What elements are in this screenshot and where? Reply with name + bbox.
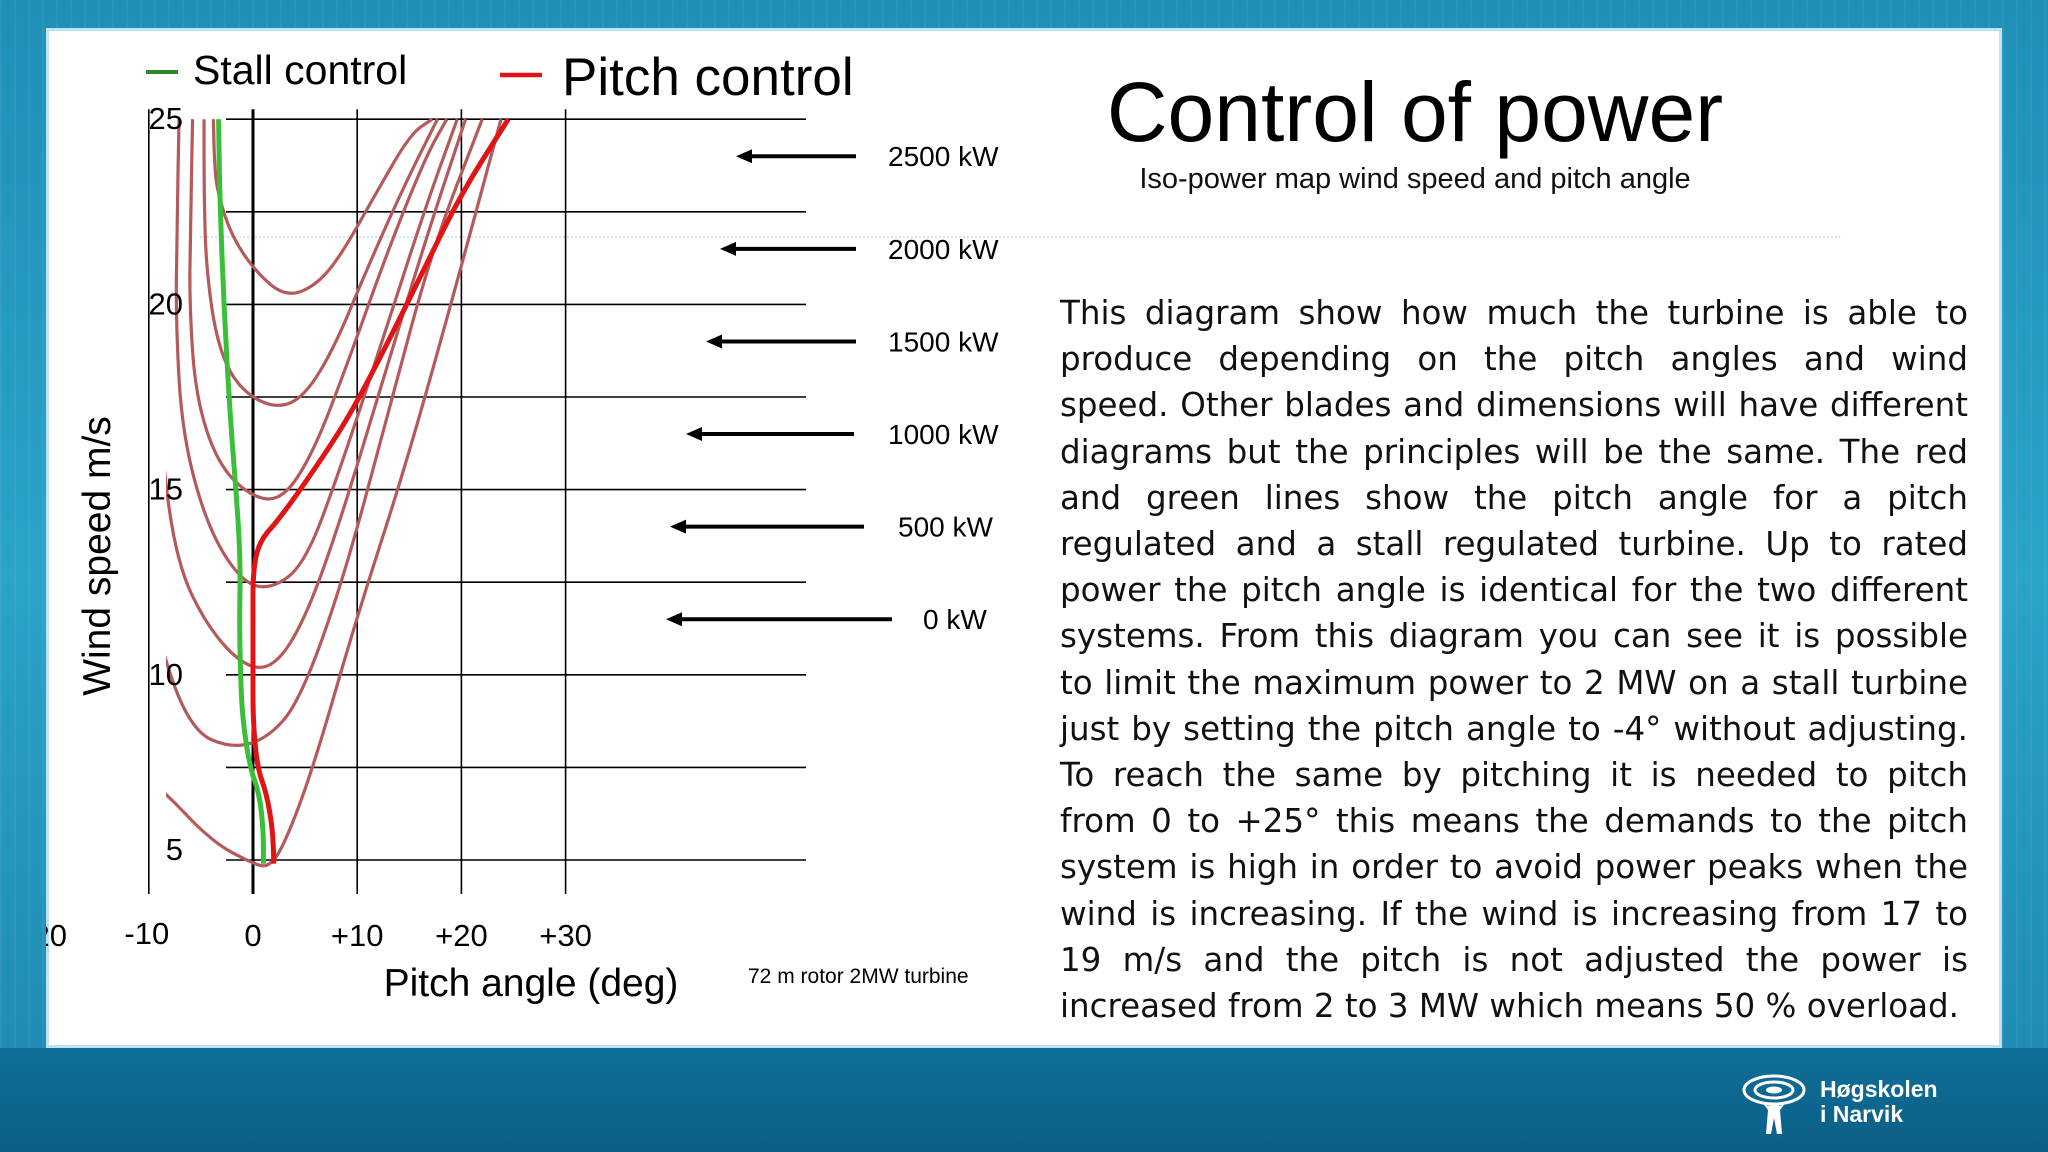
power-label: 2500 kW <box>888 141 999 172</box>
iso-power-curve <box>174 118 459 589</box>
legend-stall-label: Stall control <box>193 47 407 93</box>
arrow-head <box>670 519 686 534</box>
y-tick-label: 10 <box>149 657 183 692</box>
control-lines <box>216 117 511 864</box>
slide-title: Control of power <box>1106 65 1724 159</box>
logo-text: Høgskolen i Narvik <box>1820 1077 1938 1127</box>
x-tick-label: +20 <box>435 918 488 953</box>
arrow-head <box>706 334 722 349</box>
power-label: 1500 kW <box>888 326 999 357</box>
pitch-control-line <box>250 117 511 864</box>
x-tick-label: 0 <box>244 918 261 953</box>
title-divider <box>200 236 1840 238</box>
arrow-head <box>736 149 752 164</box>
iso-power-curve <box>166 118 468 669</box>
iso-power-curve <box>211 117 434 295</box>
logo-line-1: Høgskolen <box>1820 1076 1938 1102</box>
chart-grid <box>148 109 806 894</box>
description-paragraph: This diagram show how much the turbine i… <box>1060 294 1968 1026</box>
arrow-head <box>686 427 702 442</box>
power-arrows <box>666 149 892 627</box>
power-label: 500 kW <box>898 512 993 543</box>
power-label: 0 kW <box>923 604 987 635</box>
iso-power-curve <box>202 118 439 407</box>
x-tick-label: +30 <box>539 918 592 953</box>
logo-line-2: i Narvik <box>1820 1101 1904 1127</box>
y-axis-label: Wind speed m/s <box>76 416 119 696</box>
y-tick-label: 15 <box>149 472 183 507</box>
iso-power-curves <box>166 117 503 868</box>
y-tick-label: 20 <box>149 286 183 321</box>
iso-power-curve <box>166 118 484 748</box>
arrow-head <box>666 612 682 627</box>
y-tick-label: 5 <box>166 832 183 867</box>
power-label: 1000 kW <box>888 419 999 450</box>
chart-labels: 2500 kW 2000 kW 1500 kW 1000 kW 500 kW 0 kW 25… <box>46 47 999 1005</box>
iso-power-chart: 2500 kW 2000 kW 1500 kW 1000 kW 500 kW 0 kW 25… <box>46 47 999 1005</box>
y-tick-label: 25 <box>149 101 183 136</box>
slide-subtitle: Iso-power map wind speed and pitch angle <box>1139 163 1691 195</box>
x-tick-label: +10 <box>331 918 384 953</box>
x-tick-label: -20 <box>46 918 67 953</box>
arrow-head <box>720 241 736 256</box>
iso-power-curve <box>188 118 449 501</box>
turbine-note: 72 m rotor 2MW turbine <box>748 965 969 988</box>
hin-logo-icon <box>1742 1074 1806 1134</box>
power-label: 2000 kW <box>888 234 999 265</box>
stall-control-line <box>216 119 266 864</box>
footer-bar <box>0 1048 2048 1152</box>
x-tick-label: -10 <box>124 916 169 951</box>
legend-pitch-label: Pitch control <box>562 48 854 107</box>
x-axis-label: Pitch angle (deg) <box>384 962 679 1005</box>
iso-power-curve <box>166 118 503 868</box>
